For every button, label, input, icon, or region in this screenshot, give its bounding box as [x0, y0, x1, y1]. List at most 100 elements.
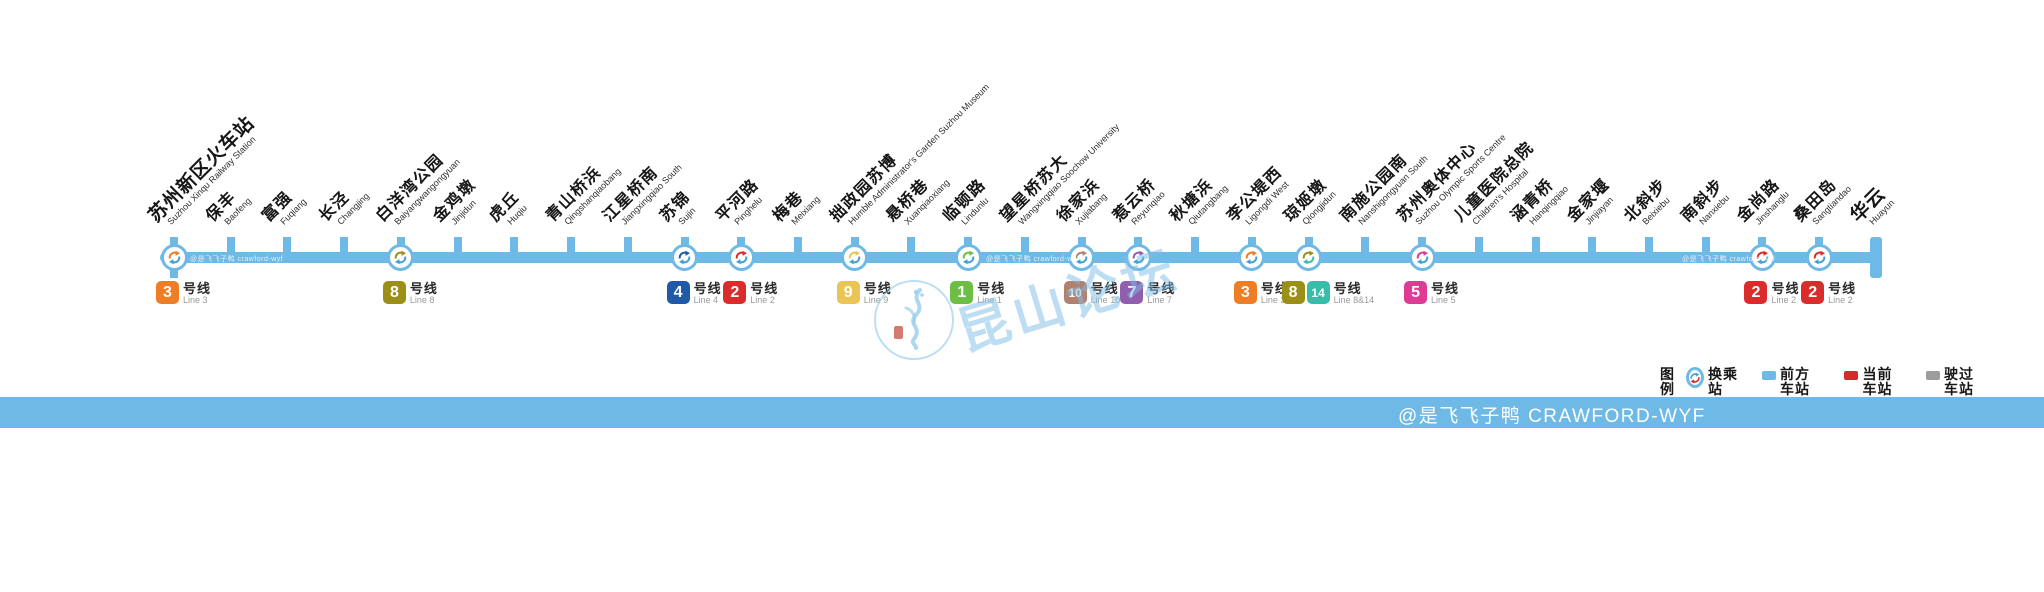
- line-number-badge: 2: [1744, 281, 1768, 304]
- line-badge-group: 5 号线 Line 5: [1404, 281, 1459, 305]
- line-badge-sublabel: Line 8: [409, 295, 435, 305]
- line-badge-label: 号线: [409, 281, 438, 296]
- line-number-badge: 7: [1120, 281, 1144, 304]
- line-number-badge: 3: [1233, 281, 1257, 304]
- line-badge-sublabel: Line 2: [1771, 295, 1796, 305]
- transfer-icon: [1131, 250, 1146, 265]
- line-number-badge: 3: [156, 281, 179, 304]
- station-tick: [1531, 237, 1540, 253]
- station-tick: [1644, 237, 1653, 253]
- transfer-icon: [1301, 250, 1316, 265]
- line-badge-sublabel: Line 7: [1147, 295, 1172, 305]
- transfer-icon: [1074, 250, 1089, 265]
- red-seal-icon: [894, 326, 903, 339]
- line-badge-group: 1 号线 Line 1: [950, 281, 1005, 305]
- station-tick: [623, 237, 632, 253]
- transfer-station-marker: [841, 244, 869, 271]
- line-badge-sublabel: Line 2: [750, 295, 775, 305]
- line-badge-sublabel: Line 3: [1260, 295, 1286, 305]
- line-badge-sublabel: Line 4: [693, 295, 719, 305]
- transfer-station-marker: [727, 244, 755, 271]
- transfer-icon: [1755, 250, 1770, 265]
- station-tick: [510, 237, 519, 253]
- line-badge-label: 号线: [1090, 281, 1119, 296]
- line-number-badge: 9: [836, 281, 860, 304]
- transfer-icon: [961, 250, 976, 265]
- transfer-station-marker: [1068, 244, 1096, 271]
- station-tick: [794, 237, 803, 253]
- legend-item-title: 前方车站: [1779, 366, 1810, 397]
- transfer-station-marker: [1748, 244, 1776, 271]
- transfer-station-marker: [954, 244, 982, 271]
- line-badge-sublabel: Line 3: [183, 295, 208, 305]
- line-number-badge: 2: [723, 281, 747, 304]
- line-badge-sublabel: Line 9: [863, 295, 889, 305]
- transfer-icon: [847, 250, 862, 265]
- transfer-station-marker: [1295, 244, 1323, 271]
- station-tick: [283, 237, 292, 253]
- line-badge-sublabel: Line 5: [1431, 295, 1456, 305]
- line-number-badge: 8: [382, 281, 406, 304]
- transfer-icon: [734, 250, 749, 265]
- line-badge-group: 9 号线 Line 9: [836, 281, 892, 305]
- line-badge-sublabel: Line 2: [1828, 295, 1853, 305]
- credit-text: @是飞飞子鸭 CRAWFORD-WYF: [1398, 406, 1706, 427]
- transfer-station-marker: [1124, 244, 1152, 271]
- line-watermark-text: @是飞飞子鸭 crawford-wyf: [190, 256, 284, 263]
- transfer-icon: [677, 250, 692, 265]
- line-badge-label: 号线: [863, 281, 892, 296]
- transfer-icon: [1415, 250, 1430, 265]
- transfer-station-marker: [1408, 244, 1436, 271]
- line-number-badge: 4: [666, 281, 690, 304]
- transfer-station-marker: [1805, 244, 1833, 271]
- terminus-cap: [1869, 237, 1882, 278]
- transfer-icon: [1812, 250, 1827, 265]
- transfer-station-marker: [671, 244, 699, 271]
- station-tick: [1191, 237, 1200, 253]
- credit-bar: [0, 397, 2044, 428]
- transfer-icon: [1244, 250, 1259, 265]
- station-tick: [1701, 237, 1710, 253]
- station-tick: [567, 237, 576, 253]
- line-badge-group: 8 14 号线 Line 8&14: [1281, 281, 1375, 305]
- legend-item-title: 当前车站: [1862, 366, 1893, 397]
- line-badge-sublabel: Line 8&14: [1333, 295, 1375, 305]
- station-tick: [1361, 237, 1370, 253]
- legend-item-title: 换乘站: [1708, 366, 1738, 397]
- line-number-badge: 5: [1404, 281, 1428, 304]
- line-badge-group: 8 号线 Line 8: [382, 281, 438, 305]
- line-badge-group: 2 号线 Line 2: [1801, 281, 1856, 305]
- line-badge-label: 号线: [1333, 281, 1362, 296]
- line-badge-group: 4 号线 Line 4: [666, 281, 722, 305]
- line-badge-group: 7 号线 Line 7: [1120, 281, 1175, 305]
- line-badge-label: 号线: [1828, 281, 1857, 296]
- line-badge-label: 号线: [693, 281, 722, 296]
- line-badge-group: 3 号线 Line 3: [156, 281, 211, 305]
- station-tick: [1588, 237, 1597, 253]
- line-number-badge: 14: [1306, 281, 1330, 304]
- station-tick: [1474, 237, 1483, 253]
- line-badge-group: 2 号线 Line 2: [1744, 281, 1799, 305]
- line-watermark-text: @是飞飞子鸭 crawford-wyf: [986, 256, 1080, 263]
- line-badge-sublabel: Line 1: [977, 295, 1002, 305]
- line-badge-group: 2 号线 Line 2: [723, 281, 778, 305]
- line-number-badge: 1: [950, 281, 974, 304]
- line-badge-label: 号线: [977, 281, 1006, 296]
- station-tick: [340, 237, 349, 253]
- station-tick: [1020, 237, 1029, 253]
- metro-line: [160, 252, 1880, 263]
- line-badge-label: 号线: [1771, 281, 1800, 296]
- transfer-station-marker: [387, 244, 415, 271]
- line-number-badge: 2: [1801, 281, 1825, 304]
- line-badge-group: 3 号线 Line 3: [1233, 281, 1289, 305]
- legend-transfer-icon: [1686, 367, 1704, 388]
- legend-swatch: [1844, 371, 1859, 380]
- transfer-station-marker: [160, 244, 188, 271]
- line-watermark-text: @是飞飞子鸭 crawford-wyf: [1682, 256, 1776, 263]
- legend-item-title: 图例: [1660, 366, 1675, 397]
- line-number-badge: 10: [1063, 281, 1087, 304]
- line-badge-label: 号线: [1147, 281, 1176, 296]
- line-badge-label: 号线: [183, 281, 212, 296]
- transfer-station-marker: [1238, 244, 1266, 271]
- line-badge-label: 号线: [1260, 281, 1289, 296]
